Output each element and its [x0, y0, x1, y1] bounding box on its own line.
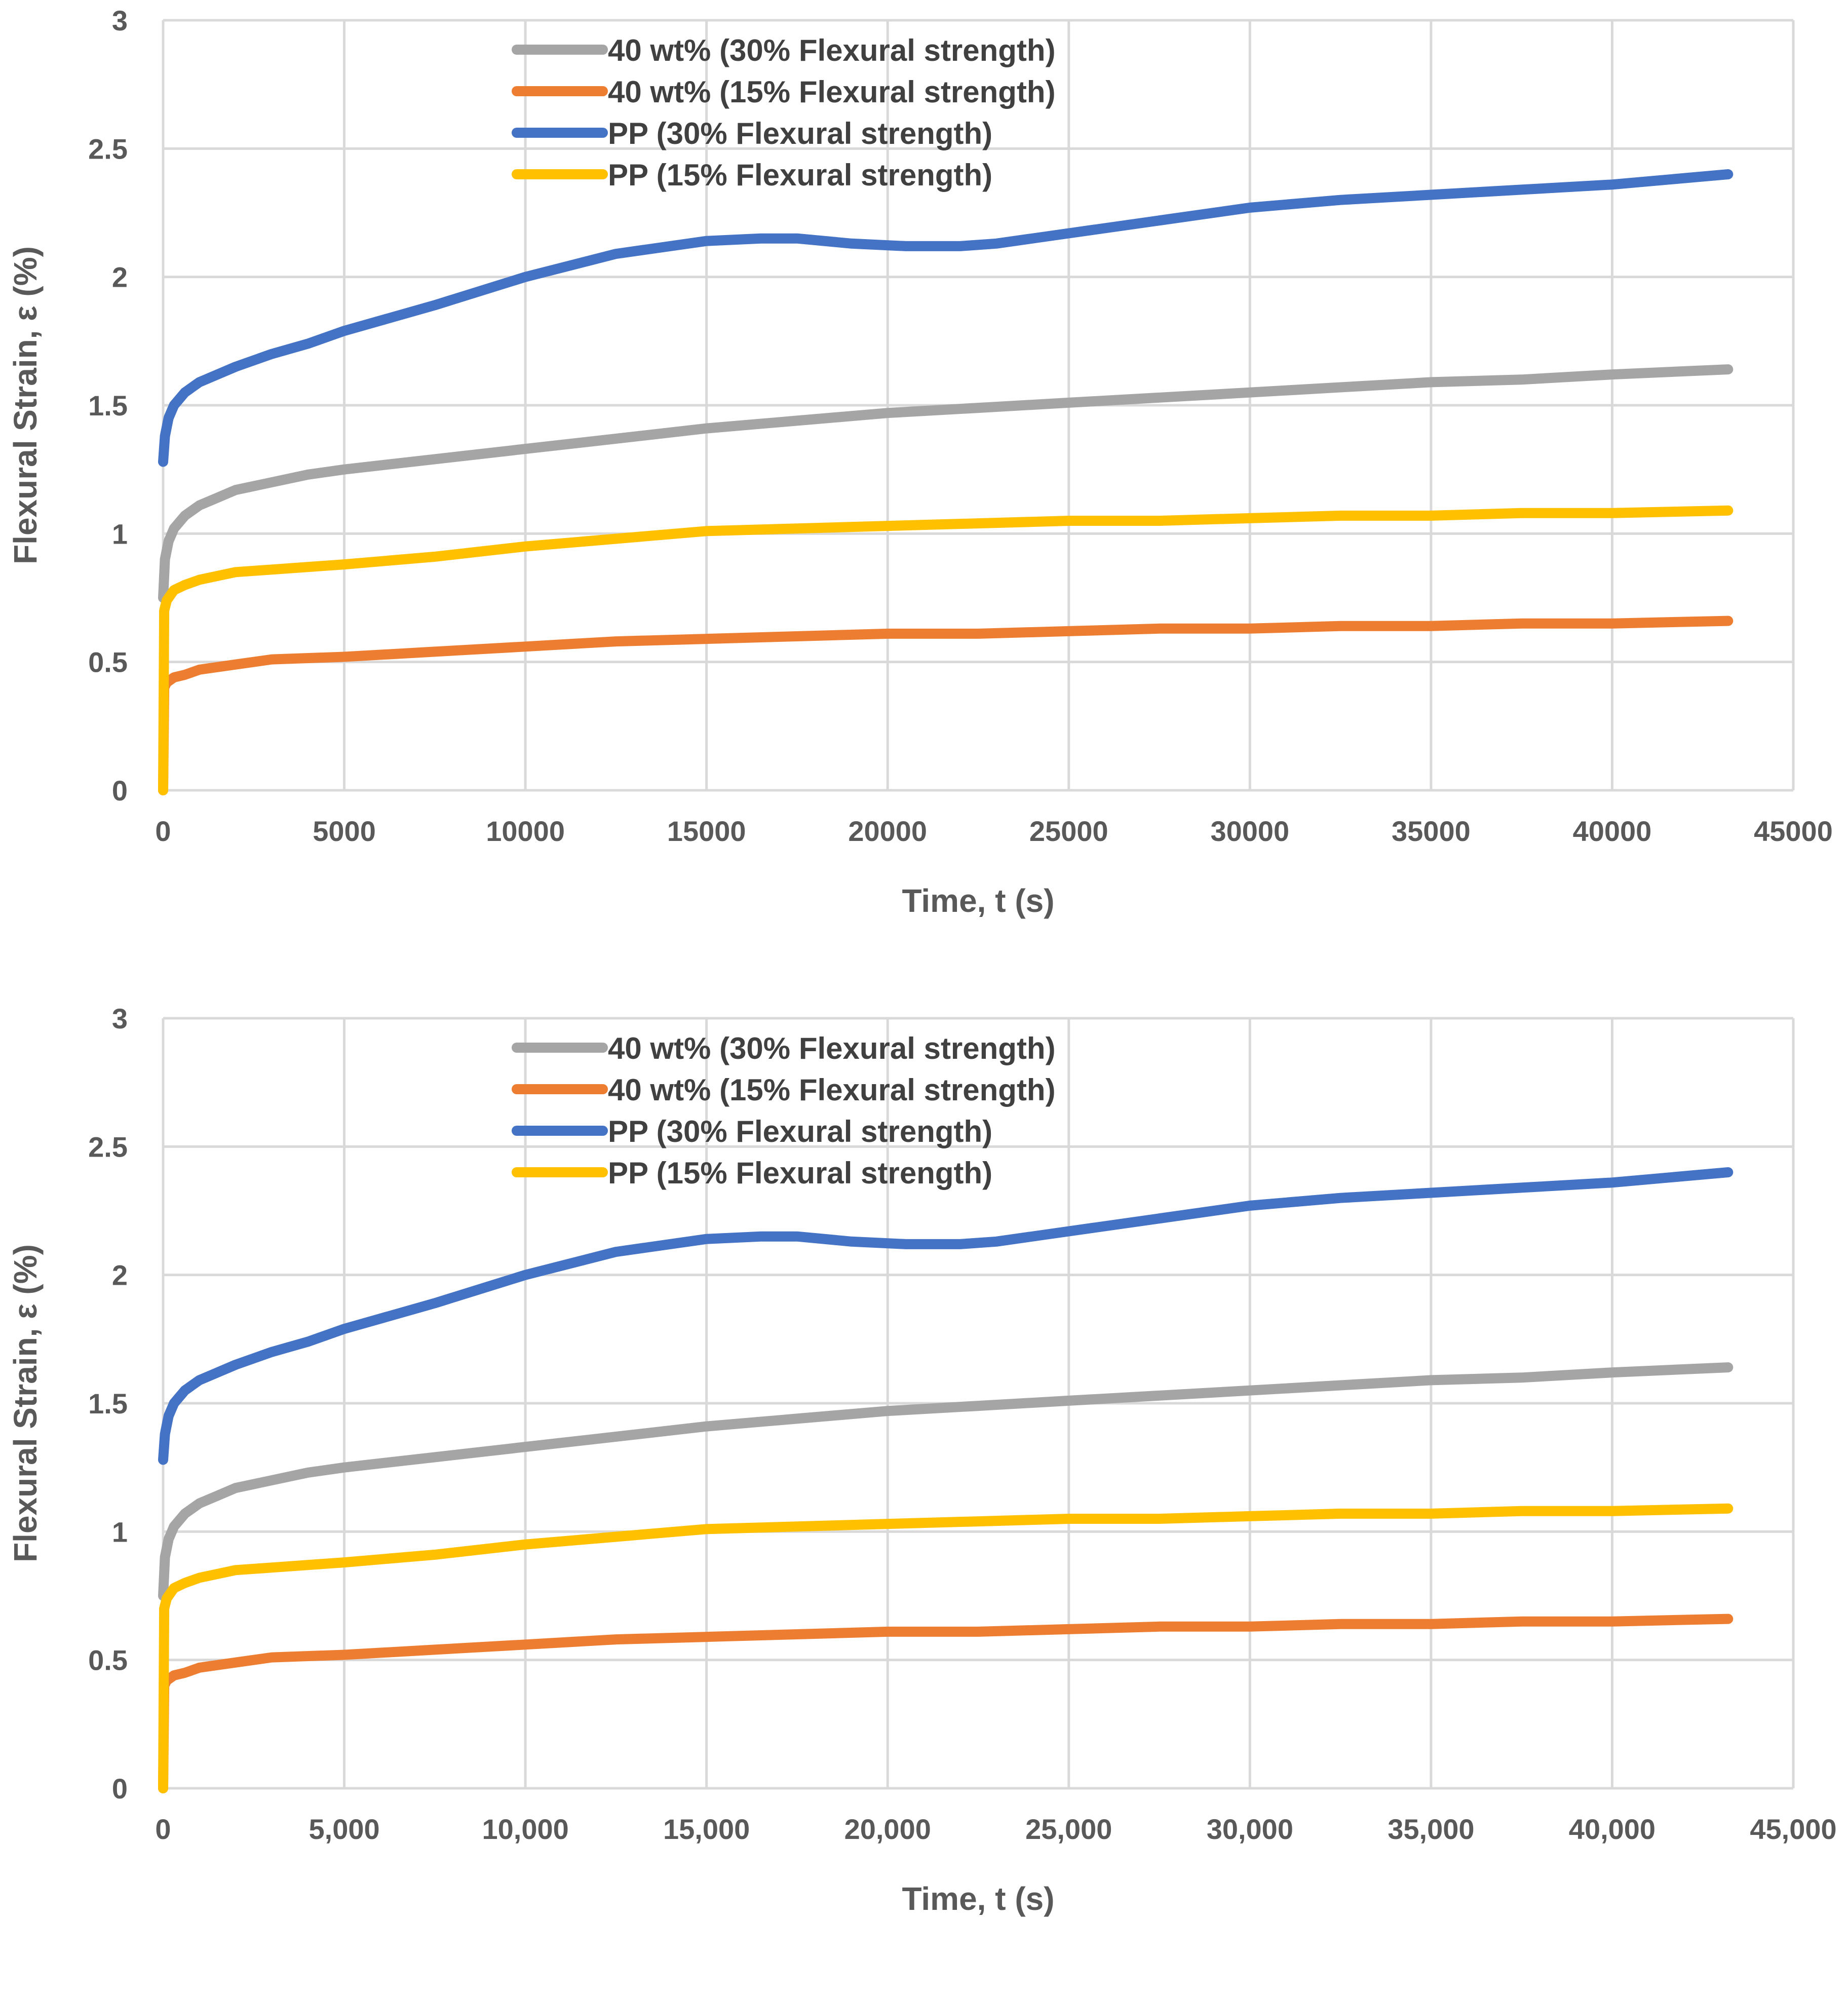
x-tick-label: 35000 [1392, 815, 1471, 847]
legend-item: PP (15% Flexural strength) [512, 158, 992, 192]
y-tick-labels: 0 0.5 1 1.5 2 2.5 3 [88, 1003, 128, 1805]
legend-item: 40 wt% (15% Flexural strength) [512, 1073, 1056, 1107]
legend-label: PP (30% Flexural strength) [608, 117, 992, 150]
y-tick-labels: 0 0.5 1 1.5 2 2.5 3 [88, 5, 128, 807]
x-tick-labels: 0 5,000 10,000 15,000 20,000 25,000 30,000 35,0… [155, 1813, 1836, 1845]
x-tick-label: 5000 [313, 815, 376, 847]
legend: 40 wt% (30% Flexural strength) 40 wt% (15… [512, 1031, 1056, 1190]
series-line-1 [158, 364, 1734, 603]
y-tick-label: 2.5 [88, 133, 128, 165]
series-line-4 [158, 505, 1734, 795]
y-tick-label: 0.5 [88, 646, 128, 678]
legend-item: 40 wt% (30% Flexural strength) [512, 1031, 1056, 1065]
y-tick-label: 0 [112, 775, 128, 807]
x-tick-label: 0 [155, 815, 171, 847]
legend-label: 40 wt% (30% Flexural strength) [608, 33, 1056, 67]
gridlines [162, 1017, 1795, 1790]
series-line-2 [158, 1614, 1734, 1793]
y-tick-label: 1 [112, 1516, 128, 1548]
legend-item: 40 wt% (15% Flexural strength) [512, 75, 1056, 109]
chart-svg: 0 0.5 1 1.5 2 2.5 3 0 5000 10000 15000 20000 25000 30… [7, 5, 1833, 919]
x-tick-label: 30000 [1210, 815, 1289, 847]
legend-item: PP (30% Flexural strength) [512, 117, 992, 150]
series-line-3 [158, 169, 1734, 467]
x-tick-label: 45,000 [1750, 1813, 1836, 1845]
x-tick-label: 40000 [1573, 815, 1652, 847]
series-line-1 [158, 1362, 1734, 1601]
x-tick-label: 20,000 [844, 1813, 931, 1845]
legend: 40 wt% (30% Flexural strength) 40 wt% (15… [512, 33, 1056, 192]
legend-item: PP (15% Flexural strength) [512, 1156, 992, 1190]
y-tick-label: 3 [112, 5, 128, 36]
strain-chart-bottom: 0 0.5 1 1.5 2 2.5 3 0 5,000 10,000 15,000 20,000 25,… [0, 998, 1848, 1996]
y-tick-label: 2 [112, 1259, 128, 1291]
x-tick-label: 10000 [486, 815, 565, 847]
x-tick-label: 5,000 [309, 1813, 379, 1845]
series-line-4 [158, 1503, 1734, 1793]
x-tick-label: 20000 [848, 815, 927, 847]
x-axis-title: Time, t (s) [902, 1880, 1054, 1917]
x-tick-label: 30,000 [1207, 1813, 1293, 1845]
series-line-3 [158, 1167, 1734, 1465]
x-tick-labels: 0 5000 10000 15000 20000 25000 30000 35000 40000… [155, 815, 1832, 847]
y-tick-label: 3 [112, 1003, 128, 1034]
x-tick-label: 15,000 [663, 1813, 750, 1845]
x-tick-label: 25000 [1029, 815, 1108, 847]
x-tick-label: 10,000 [482, 1813, 568, 1845]
legend-label: 40 wt% (30% Flexural strength) [608, 1031, 1056, 1065]
y-tick-label: 2.5 [88, 1131, 128, 1163]
y-tick-label: 1.5 [88, 1388, 128, 1419]
y-axis-title: Flexural Strain, ε (%) [7, 1244, 44, 1562]
y-tick-label: 2 [112, 261, 128, 293]
x-tick-label: 45000 [1754, 815, 1833, 847]
x-tick-label: 0 [155, 1813, 171, 1845]
legend-label: 40 wt% (15% Flexural strength) [608, 75, 1056, 109]
series-lines [158, 1167, 1734, 1793]
legend-item: 40 wt% (30% Flexural strength) [512, 33, 1056, 67]
y-tick-label: 1.5 [88, 390, 128, 421]
legend-label: PP (30% Flexural strength) [608, 1115, 992, 1148]
y-tick-label: 1 [112, 518, 128, 550]
y-axis-title: Flexural Strain, ε (%) [7, 246, 44, 564]
series-line-2 [158, 616, 1734, 795]
strain-chart-top: 0 0.5 1 1.5 2 2.5 3 0 5000 10000 15000 20000 25000 30… [7, 5, 1833, 919]
y-tick-label: 0.5 [88, 1644, 128, 1676]
x-tick-label: 35,000 [1388, 1813, 1474, 1845]
x-tick-label: 25,000 [1025, 1813, 1112, 1845]
legend-item: PP (30% Flexural strength) [512, 1115, 992, 1148]
legend-label: 40 wt% (15% Flexural strength) [608, 1073, 1056, 1107]
x-axis-title: Time, t (s) [902, 882, 1054, 919]
y-tick-label: 0 [112, 1773, 128, 1805]
chart-svg: 0 0.5 1 1.5 2 2.5 3 0 5,000 10,000 15,000 20,000 25,… [7, 1003, 1837, 1917]
series-lines [158, 169, 1734, 795]
x-tick-label: 15000 [667, 815, 746, 847]
x-tick-label: 40,000 [1569, 1813, 1655, 1845]
legend-label: PP (15% Flexural strength) [608, 1156, 992, 1190]
legend-label: PP (15% Flexural strength) [608, 158, 992, 192]
